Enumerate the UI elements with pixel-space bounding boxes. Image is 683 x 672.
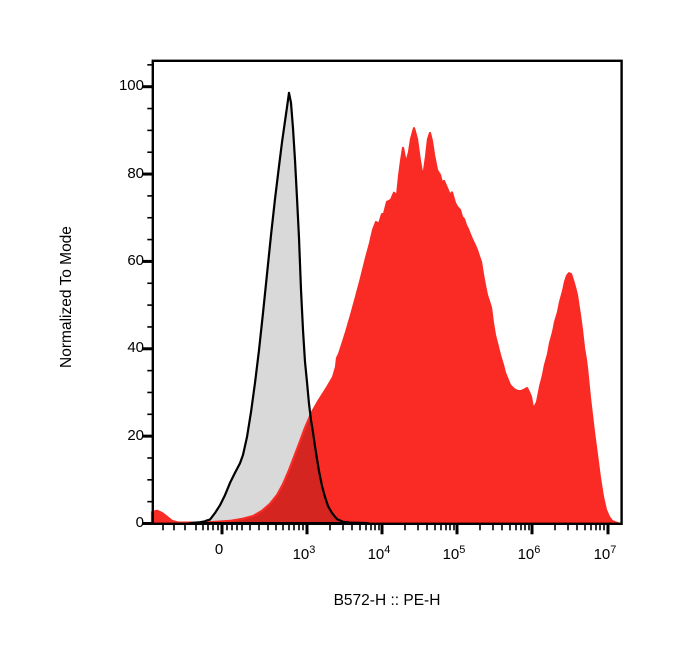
plot-frame xyxy=(151,59,623,525)
x-tick-label-10e6: 106 xyxy=(517,544,541,563)
stained-sample-PE-outline xyxy=(150,127,621,525)
y-tick-label-60: 60 xyxy=(127,251,144,269)
y-tick-label-40: 40 xyxy=(127,339,144,357)
y-tick-label-100: 100 xyxy=(118,77,144,95)
y-tick-label-20: 20 xyxy=(127,426,144,444)
x-tick-label-10e5: 105 xyxy=(442,544,466,563)
y-tick-label-0: 0 xyxy=(135,514,144,531)
y-axis-title: Normalized To Mode xyxy=(58,226,75,368)
x-tick-label-10e4: 104 xyxy=(367,544,391,563)
stained-sample-PE-fill xyxy=(152,128,619,524)
x-tick-label-10e7: 107 xyxy=(593,544,617,563)
unstained-control-outline xyxy=(188,91,370,525)
x-tick-label-0: 0 xyxy=(214,541,224,558)
x-axis-title: B572-H :: PE-H xyxy=(333,592,441,609)
x-tick-label-10e3: 103 xyxy=(292,544,316,563)
unstained-control-fill xyxy=(190,92,368,524)
y-tick-label-80: 80 xyxy=(127,164,144,182)
